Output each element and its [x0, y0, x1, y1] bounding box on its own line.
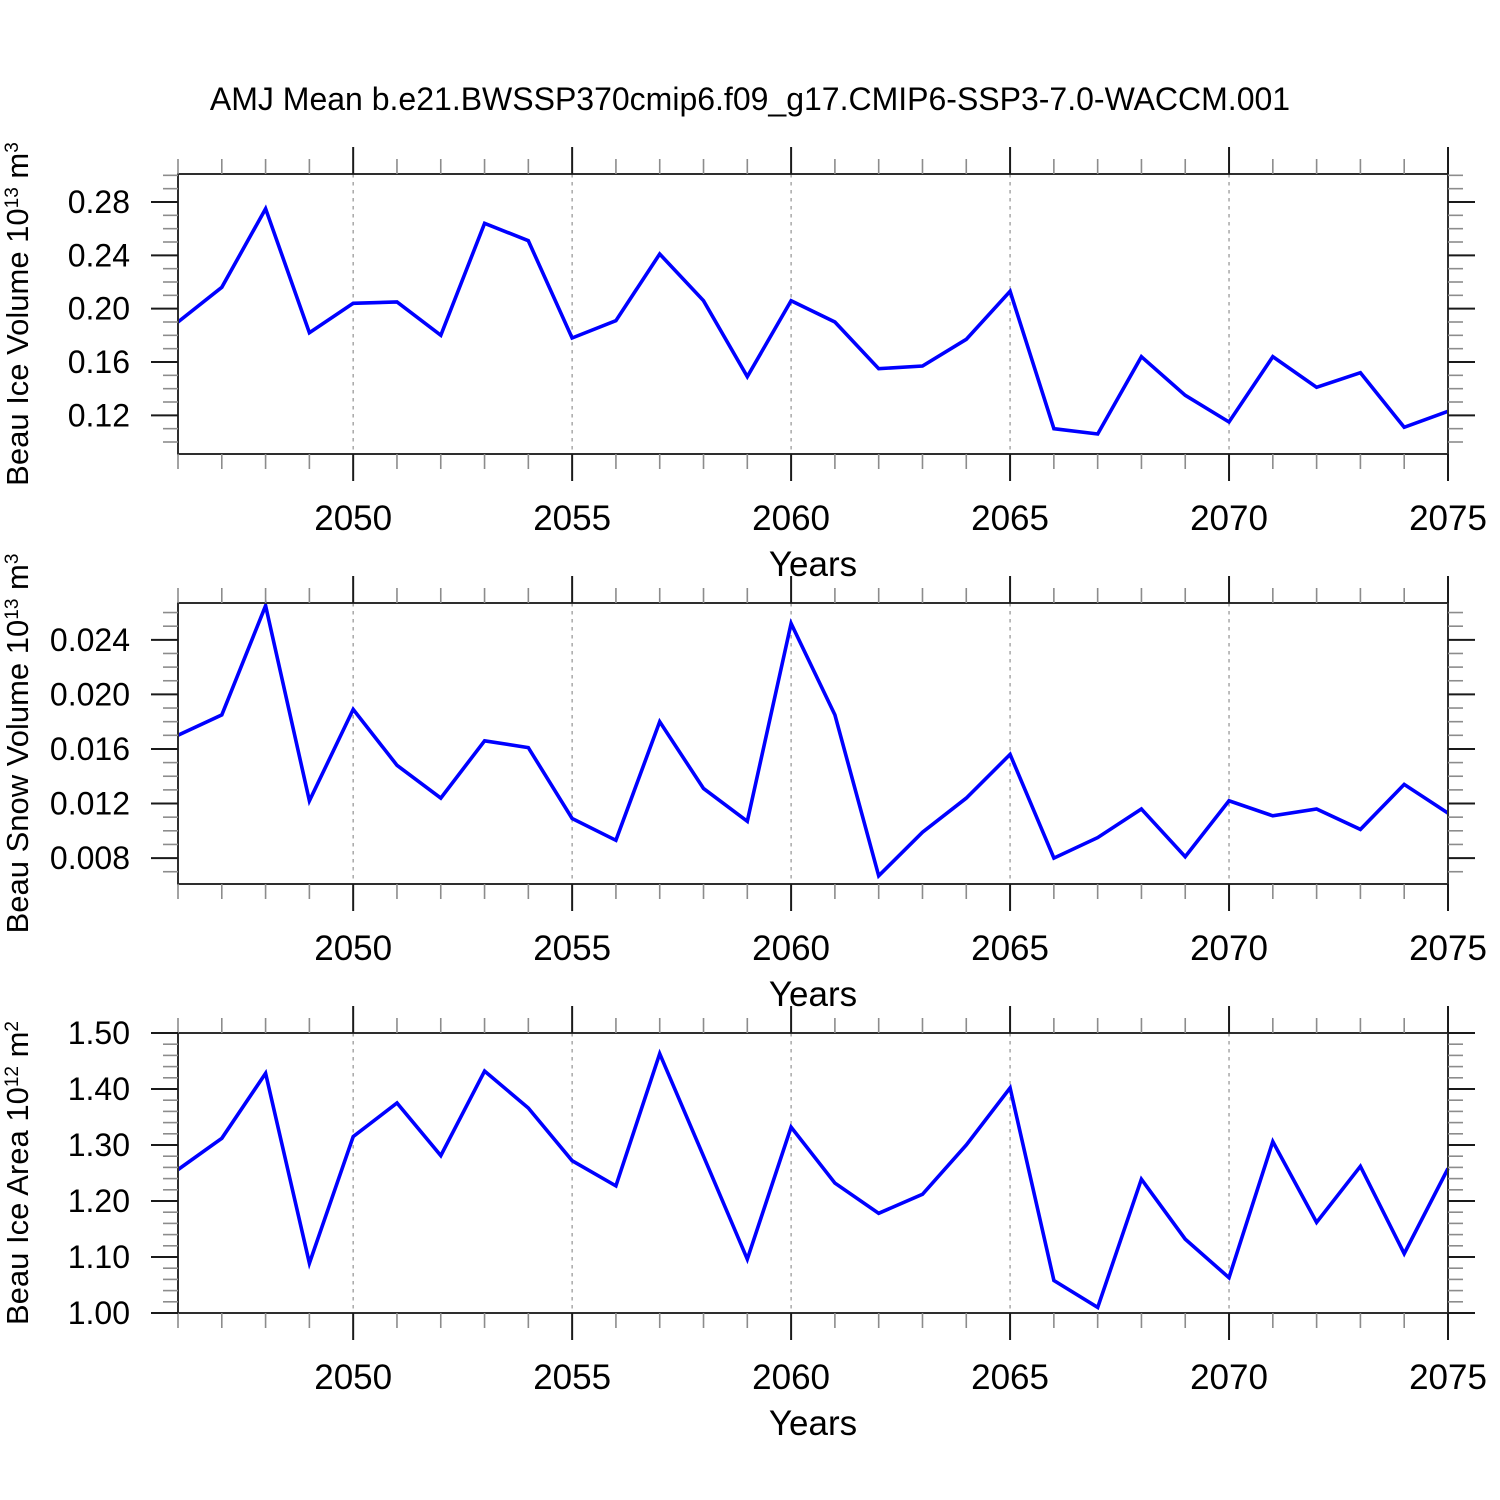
x-tick-label: 2065 — [971, 499, 1049, 538]
x-axis-title: Years — [769, 975, 857, 1014]
x-tick-label: 2060 — [752, 1358, 830, 1397]
x-tick-label: 2070 — [1190, 929, 1268, 968]
data-line — [176, 1048, 1450, 1311]
x-tick-label: 2050 — [314, 499, 392, 538]
x-tick-label: 2055 — [533, 1358, 611, 1397]
x-tick-label: 2050 — [314, 1358, 392, 1397]
x-axis-title: Years — [769, 545, 857, 584]
x-tick-label: 2070 — [1190, 1358, 1268, 1397]
y-axis-title: Beau Ice Area 1012 m2 — [0, 1021, 35, 1325]
y-tick-label: 0.016 — [50, 731, 130, 767]
y-tick-label: 1.40 — [68, 1071, 130, 1107]
y-tick-label: 0.16 — [68, 344, 130, 380]
y-tick-label: 1.20 — [68, 1183, 130, 1219]
data-line — [176, 204, 1449, 436]
figure-title: AMJ Mean b.e21.BWSSP370cmip6.f09_g17.CMI… — [209, 81, 1291, 117]
y-axis-title: Beau Ice Volume 1013 m3 — [0, 142, 35, 486]
y-tick-label: 0.012 — [50, 786, 130, 822]
x-tick-label: 2075 — [1409, 1358, 1487, 1397]
x-tick-label: 2075 — [1409, 499, 1487, 538]
panel-1: 0.008 0.012 0.016 0.020 0.024 2050 2055 2060 206… — [0, 554, 1487, 1014]
x-axis-title: Years — [769, 1404, 857, 1443]
plot-frame — [177, 602, 1449, 885]
x-tick-label: 2075 — [1409, 929, 1487, 968]
y-tick-label: 0.24 — [68, 237, 130, 273]
y-tick-label: 1.30 — [68, 1127, 130, 1163]
y-tick-label: 0.12 — [68, 397, 130, 433]
y-tick-label: 0.024 — [50, 622, 130, 658]
y-tick-label: 0.020 — [50, 676, 130, 712]
y-tick-label: 0.20 — [68, 291, 130, 327]
x-tick-label: 2055 — [533, 929, 611, 968]
y-tick-label: 1.00 — [68, 1295, 130, 1331]
x-tick-label: 2070 — [1190, 499, 1268, 538]
y-axis-title: Beau Snow Volume 1013 m3 — [0, 554, 35, 934]
x-tick-label: 2060 — [752, 499, 830, 538]
y-tick-label: 0.008 — [50, 840, 130, 876]
x-tick-label: 2050 — [314, 929, 392, 968]
panel-0: 0.12 0.16 0.20 0.24 0.28 2050 2055 2060 2065 2070… — [0, 142, 1487, 584]
x-tick-label: 2065 — [971, 929, 1049, 968]
y-tick-label: 1.10 — [68, 1239, 130, 1275]
y-tick-label: 1.50 — [68, 1015, 130, 1051]
x-tick-label: 2065 — [971, 1358, 1049, 1397]
x-tick-label: 2060 — [752, 929, 830, 968]
data-line — [177, 599, 1449, 880]
x-tick-label: 2055 — [533, 499, 611, 538]
y-tick-label: 0.28 — [68, 184, 130, 220]
plot-frame — [177, 173, 1449, 455]
panel-2: 1.00 1.10 1.20 1.30 1.40 1.50 2050 2055 2060 2065… — [0, 1006, 1487, 1443]
plot-frame — [177, 1032, 1449, 1314]
